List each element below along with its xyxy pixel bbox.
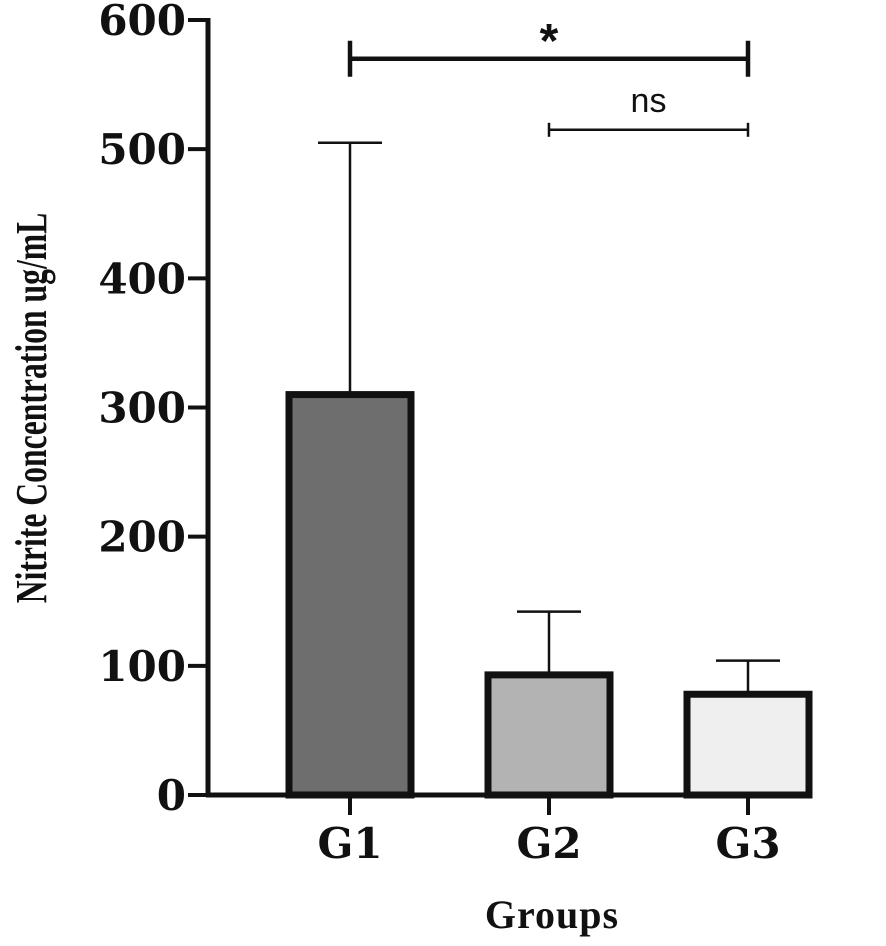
x-axis-title: Groups — [485, 892, 619, 937]
significance-label-g1-g3: * — [540, 15, 559, 68]
x-tick-labels: G1 G2 G3 — [317, 819, 780, 868]
x-tick-label-g3: G3 — [715, 819, 780, 868]
significance-label-g2-g3: ns — [631, 82, 667, 120]
y-tick-label: 0 — [157, 771, 186, 820]
y-tick-label: 400 — [98, 254, 186, 303]
bar-g1 — [285, 391, 415, 799]
bar-g2 — [484, 671, 614, 799]
chart-significance: * ns — [347, 15, 751, 137]
chart-bars — [285, 391, 813, 799]
y-tick-label: 500 — [98, 125, 186, 174]
chart-error-bars — [318, 141, 780, 695]
y-tick-label: 600 — [98, 0, 186, 45]
y-axis-title: Nitrite Concentration ug/mL — [8, 213, 56, 604]
x-tick-label-g1: G1 — [317, 819, 382, 868]
y-tick-label: 100 — [98, 642, 186, 691]
bar-g3 — [683, 690, 813, 799]
y-tick-label: 300 — [98, 384, 186, 433]
y-tick-label: 200 — [98, 513, 186, 562]
x-tick-label-g2: G2 — [516, 819, 581, 868]
y-tick-labels: 0 100 200 300 400 500 600 — [98, 0, 186, 820]
